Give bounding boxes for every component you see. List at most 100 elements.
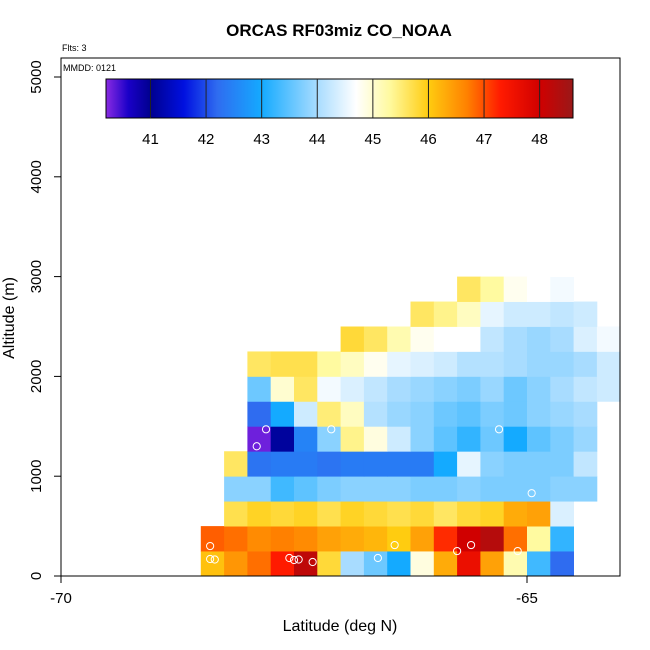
heatmap-cell	[340, 401, 365, 427]
heatmap-cell	[573, 301, 598, 327]
sample-marker	[327, 425, 336, 434]
sample-marker	[294, 555, 303, 564]
x-tick-label: -65	[516, 590, 538, 607]
heatmap-cell	[480, 476, 505, 502]
heatmap-cell	[457, 376, 481, 402]
heatmap-cell	[550, 401, 574, 427]
heatmap-cell	[294, 426, 318, 452]
x-axis-label: Latitude (deg N)	[283, 618, 398, 635]
heatmap-cell	[433, 351, 458, 377]
heatmap-cell	[457, 476, 481, 502]
heatmap-cell	[480, 351, 505, 377]
heatmap-cell	[294, 551, 318, 577]
heatmap-cell	[550, 426, 574, 452]
heatmap-cell	[317, 451, 341, 477]
heatmap-cell	[503, 401, 528, 427]
colorbar-tick-label: 44	[309, 131, 326, 148]
heatmap-cell	[527, 376, 551, 402]
heatmap-cell	[573, 476, 598, 502]
sample-marker	[494, 425, 504, 434]
heatmap-cell	[247, 526, 272, 552]
sample-marker	[453, 546, 462, 556]
heatmap-cell	[457, 301, 481, 327]
heatmap-cell	[224, 501, 248, 527]
heatmap-cell	[527, 501, 551, 527]
sample-marker	[252, 442, 261, 451]
heatmap-cell	[457, 351, 481, 377]
sample-marker	[206, 541, 215, 551]
y-tick-label: 4000	[28, 160, 45, 193]
heatmap-cell	[270, 451, 295, 477]
plot-frame	[60, 57, 621, 577]
heatmap-cell	[200, 551, 225, 577]
heatmap-cell	[503, 376, 528, 402]
heatmap-cell	[270, 376, 295, 402]
heatmap-cell	[363, 476, 388, 502]
heatmap-cell	[270, 551, 295, 577]
y-axis-label: Altitude (m)	[1, 277, 18, 359]
heatmap-cell	[550, 301, 574, 327]
heatmap-cell	[550, 551, 574, 577]
heatmap-cell	[503, 501, 528, 527]
sample-marker	[527, 489, 536, 498]
heatmap-cell	[480, 376, 505, 402]
heatmap-cell	[573, 326, 598, 352]
heatmap-cell	[550, 351, 574, 377]
heatmap-cell	[503, 426, 528, 452]
heatmap-cell	[270, 476, 295, 502]
heatmap-cell	[410, 401, 435, 427]
sample-marker	[466, 540, 476, 550]
sample-marker	[513, 546, 522, 556]
heatmap-cell	[270, 426, 295, 452]
heatmap-cell	[247, 451, 272, 477]
heatmap-cell	[387, 451, 411, 477]
heatmap-cell	[596, 376, 621, 402]
heatmap-cell	[224, 476, 248, 502]
heatmap-cell	[410, 526, 435, 552]
sample-marker	[285, 553, 294, 563]
heatmap-cell	[550, 326, 574, 352]
heatmap-cell	[317, 551, 341, 577]
heatmap-cell	[410, 351, 435, 377]
heatmap-cell	[387, 501, 411, 527]
heatmap-cell	[433, 551, 458, 577]
heatmap-cell	[527, 326, 551, 352]
colorbar: 41 42 43 44 45 46 47 48	[105, 78, 574, 148]
sample-marker	[308, 557, 317, 567]
heatmap-cell	[247, 351, 272, 377]
heatmap-cell	[363, 526, 388, 552]
heatmap-cell	[270, 501, 295, 527]
colorbar-tick-label: 45	[365, 131, 382, 148]
heatmap-cell	[503, 551, 528, 577]
heatmap-cell	[317, 501, 341, 527]
y-axis: 0 1000 2000 3000 4000 5000	[28, 60, 61, 580]
sample-markers	[206, 425, 536, 567]
heatmap-cell	[433, 476, 458, 502]
heatmap-cell	[596, 326, 621, 352]
heatmap-cell	[480, 426, 505, 452]
heatmap-cell	[294, 351, 318, 377]
colorbar-tick-label: 43	[253, 131, 270, 148]
heatmap-cell	[527, 426, 551, 452]
heatmap-cells	[200, 251, 621, 577]
heatmap-cell	[550, 276, 574, 302]
heatmap-cell	[294, 376, 318, 402]
heatmap-cell	[457, 276, 481, 302]
heatmap-cell	[480, 401, 505, 427]
y-tick-label: 3000	[28, 260, 45, 293]
heatmap-cell	[387, 376, 411, 402]
heatmap-cell	[527, 276, 551, 302]
heatmap-cell	[410, 501, 435, 527]
heatmap-cell	[317, 476, 341, 502]
heatmap-cell	[363, 326, 388, 352]
heatmap-cell	[596, 351, 621, 377]
heatmap-cell	[457, 551, 481, 577]
heatmap-cell	[573, 451, 598, 477]
heatmap-cell	[387, 476, 411, 502]
heatmap-cell	[294, 526, 318, 552]
y-tick-label: 5000	[28, 60, 45, 93]
heatmap-cell	[387, 426, 411, 452]
heatmap-cell	[457, 451, 481, 477]
colorbar-tick-label: 47	[476, 131, 493, 148]
heatmap-cell	[573, 426, 598, 452]
